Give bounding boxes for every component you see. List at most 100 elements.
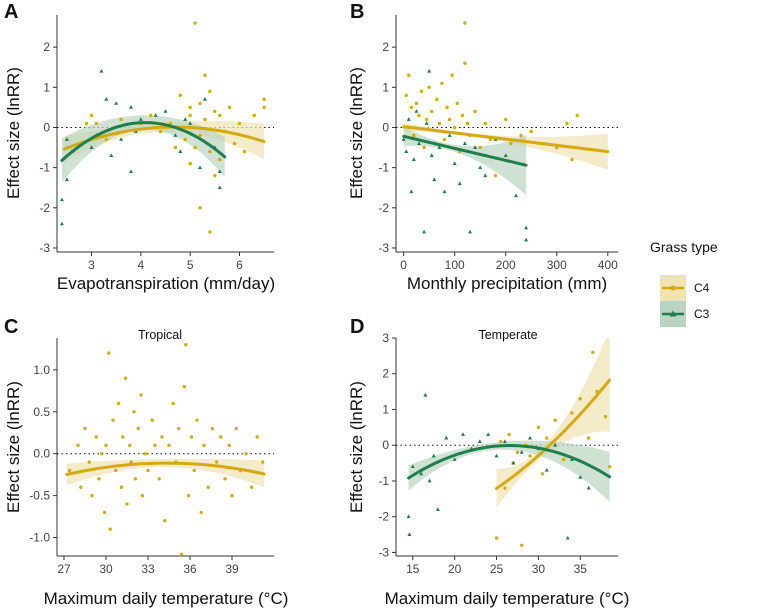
data-point-c4-c xyxy=(206,485,210,489)
data-point-c4-c xyxy=(107,351,111,355)
data-point-c3-a xyxy=(153,113,158,117)
data-point-c4-c xyxy=(119,485,124,489)
x-tick-label-c: 36 xyxy=(183,562,197,576)
data-point-c4-b xyxy=(493,173,498,178)
x-tick-label-a: 6 xyxy=(236,258,243,272)
data-point-c4-c xyxy=(255,435,259,439)
data-point-c4-c xyxy=(67,468,72,473)
data-point-c4-c xyxy=(234,426,238,431)
data-point-c3-b xyxy=(513,193,518,198)
data-point-c4-a xyxy=(262,105,266,110)
panel-d: D Temperate -3 -2 -1 0 1 2 3 15 20 25 30 35 Maximum… xyxy=(347,316,629,608)
y-tick-label-b: -1 xyxy=(378,161,389,175)
data-point-c4-a xyxy=(193,145,197,150)
y-tick-label-a: -1 xyxy=(39,161,50,175)
data-point-c4-a xyxy=(208,89,212,94)
subtitle-d: Temperate xyxy=(478,328,537,342)
y-tick-label-b: 2 xyxy=(382,40,389,54)
data-point-c4-c xyxy=(230,493,234,498)
data-point-c3-a xyxy=(59,221,64,226)
data-point-c3-a xyxy=(99,68,104,73)
data-point-c3-d xyxy=(528,435,533,440)
data-point-c3-d xyxy=(477,439,482,444)
data-point-c3-a xyxy=(178,149,183,153)
x-tick-label-b: 100 xyxy=(445,258,465,272)
y-tick-label-c: 0.5 xyxy=(33,405,50,419)
data-point-c4-b xyxy=(412,133,416,138)
data-point-c4-b xyxy=(483,121,488,126)
data-point-c4-c xyxy=(83,426,87,431)
data-point-c4-d xyxy=(503,486,507,490)
data-point-c3-b xyxy=(422,229,427,234)
fit-line-c4-a xyxy=(62,125,266,151)
x-tick-label-d: 15 xyxy=(406,562,420,576)
panel-letter-c: C xyxy=(4,316,18,338)
x-tick-label-a: 5 xyxy=(187,258,194,272)
x-tick-label-b: 0 xyxy=(400,258,407,272)
data-point-c4-c xyxy=(219,435,223,439)
data-point-c4-b xyxy=(424,117,429,122)
data-point-c4-a xyxy=(94,121,99,126)
data-point-c4-b xyxy=(519,133,523,138)
data-point-c3-b xyxy=(411,157,416,162)
data-point-c4-c xyxy=(227,443,231,448)
x-tick-label-d: 35 xyxy=(574,562,588,576)
data-point-c3-d xyxy=(502,439,507,444)
data-point-c4-a xyxy=(89,113,94,118)
data-point-c4-b xyxy=(460,113,465,118)
data-point-c4-c xyxy=(223,477,227,481)
data-point-c4-a xyxy=(198,133,202,138)
data-point-c4-a xyxy=(158,129,163,134)
data-point-c4-c xyxy=(163,519,167,523)
data-point-c4-a xyxy=(213,109,217,114)
data-point-c4-c xyxy=(114,468,118,473)
data-point-c4-a xyxy=(183,137,187,142)
y-tick-label-d: 3 xyxy=(382,331,389,345)
data-point-c4-c xyxy=(121,435,125,439)
data-point-c3-b xyxy=(414,109,419,113)
data-point-c4-a xyxy=(198,206,202,210)
data-point-c3-b xyxy=(442,189,447,194)
data-point-c4-d xyxy=(528,454,532,458)
data-point-c3-d xyxy=(407,532,412,536)
data-point-c4-c xyxy=(102,510,107,515)
data-point-c4-b xyxy=(478,145,482,150)
data-point-c4-c xyxy=(140,493,145,498)
data-point-c4-d xyxy=(603,414,608,419)
data-point-c3-a xyxy=(183,117,188,121)
plot-a: -3 -2 -1 0 1 2 3 4 5 6 xyxy=(39,15,274,272)
data-point-c4-c xyxy=(179,552,184,557)
data-point-c4-a xyxy=(237,121,242,126)
data-point-c4-c xyxy=(136,426,140,431)
y-tick-label-c: 0.0 xyxy=(33,447,50,461)
data-point-c3-d xyxy=(431,453,436,458)
data-point-c4-d xyxy=(494,536,499,540)
data-point-c4-a xyxy=(218,157,222,162)
data-point-c4-a xyxy=(119,117,123,122)
data-point-c3-a xyxy=(89,145,94,149)
data-point-c3-d xyxy=(461,432,466,436)
y-tick-label-a: -3 xyxy=(39,241,50,255)
panel-c: C Tropical -1.0 -0.5 0.0 0.5 1.0 27 30 33 36 39 M… xyxy=(4,316,288,608)
data-point-c4-c xyxy=(150,418,154,422)
legend-marker-c3 xyxy=(669,310,677,317)
x-axis-title-c: Maximum daily temperature (°C) xyxy=(44,589,289,608)
data-point-c4-d xyxy=(499,439,503,444)
fit-line-c4-b xyxy=(402,125,610,154)
y-tick-label-d: -2 xyxy=(378,510,389,524)
data-point-c4-a xyxy=(149,113,153,118)
data-point-c4-c xyxy=(125,502,129,506)
legend-title: Grass type xyxy=(650,239,718,255)
data-point-c3-b xyxy=(432,177,437,182)
legend-item-c3: C3 xyxy=(660,301,710,327)
x-tick-label-d: 25 xyxy=(490,562,504,576)
data-point-c4-d xyxy=(578,397,583,401)
data-point-c4-c xyxy=(184,343,188,347)
x-tick-label-b: 300 xyxy=(547,258,567,272)
data-point-c4-a xyxy=(178,93,182,98)
data-point-c4-d xyxy=(515,450,520,455)
data-point-c3-d xyxy=(519,450,524,454)
data-point-c4-c xyxy=(111,418,115,422)
plot-b: -3 -2 -1 0 1 2 0 100 200 300 400 xyxy=(378,15,618,272)
